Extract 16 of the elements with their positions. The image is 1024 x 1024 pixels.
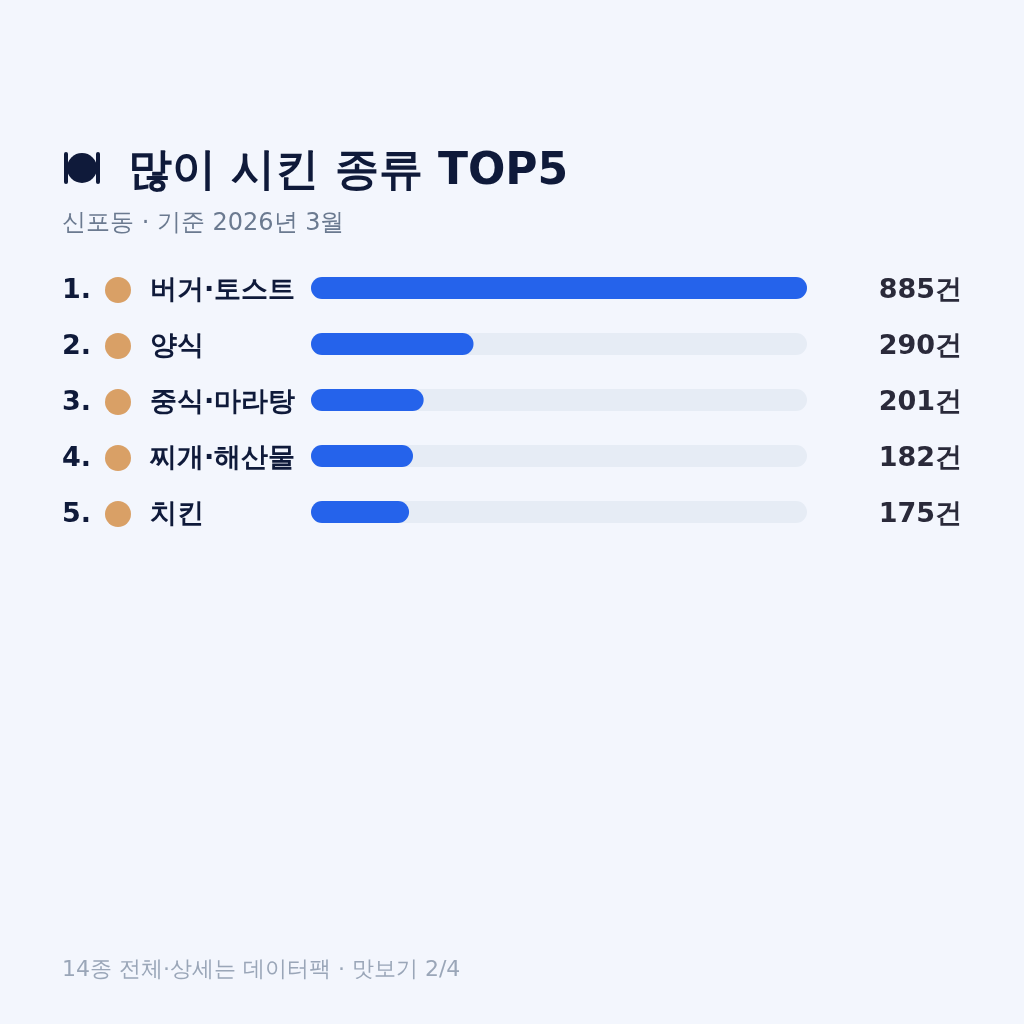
chart-title: 많이 시킨 종류 TOP5 xyxy=(128,143,569,194)
bar xyxy=(311,445,413,467)
data-label: 175건 xyxy=(878,497,962,528)
data-label: 182건 xyxy=(878,441,962,472)
data-label: 201건 xyxy=(878,385,962,416)
category-label: 1. 버거·토스트 xyxy=(62,273,296,304)
category-label: 5. 치킨 xyxy=(62,497,204,528)
category-label: 3. 중식·마라탕 xyxy=(62,385,296,416)
bar xyxy=(311,501,410,523)
category-label: 2. 양식 xyxy=(62,329,204,360)
bar xyxy=(311,389,424,411)
text: 14종 전체·상세는 데이터팩 · 맛보기 2/4 xyxy=(62,956,461,981)
category-label: 4. 찌개·해산물 xyxy=(62,441,296,472)
chart-subtitle: 신포동 · 기준 2026년 3월 xyxy=(62,208,345,236)
data-label: 885건 xyxy=(878,273,962,304)
data-label: 290건 xyxy=(878,329,962,360)
